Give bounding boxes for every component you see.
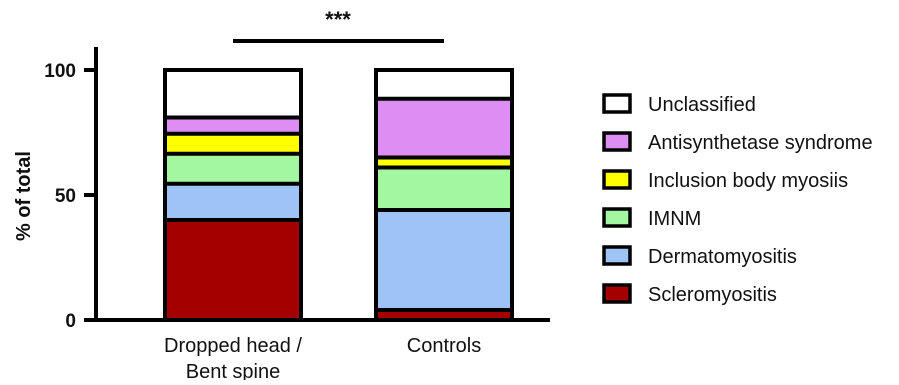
y-tick-label: 100 bbox=[44, 61, 76, 82]
bar-segment-imnm bbox=[376, 167, 512, 210]
legend-swatch bbox=[602, 283, 632, 304]
bar-segment-dermatomyositis bbox=[376, 210, 512, 310]
bar-segment-unclassified bbox=[165, 70, 301, 118]
bar-outline bbox=[163, 68, 303, 322]
x-category-label: Controls bbox=[407, 335, 481, 357]
bar-segment-dermatomyositis bbox=[165, 183, 301, 220]
x-category-label-line: Dropped head / bbox=[164, 335, 302, 357]
legend-swatch bbox=[602, 93, 632, 114]
y-axis-title: % of total bbox=[13, 151, 35, 241]
bar-outline bbox=[374, 68, 514, 322]
legend-label: Scleromyositis bbox=[648, 284, 777, 306]
legend-label: Unclassified bbox=[648, 94, 756, 116]
legend-swatch bbox=[602, 245, 632, 266]
legend-label: Antisynthetase syndrome bbox=[648, 132, 873, 154]
y-tick-label: 0 bbox=[65, 311, 76, 332]
y-tick-label: 50 bbox=[55, 186, 76, 207]
bar-segment-inclusion-body-myosiis bbox=[376, 157, 512, 168]
legend-swatch bbox=[602, 207, 632, 228]
bar-segment-antisynthetase-syndrome bbox=[376, 98, 512, 158]
bar-segment-imnm bbox=[165, 153, 301, 184]
legend-label: Dermatomyositis bbox=[648, 246, 797, 268]
x-category-label: Dropped head / Bent spine bbox=[164, 335, 302, 380]
significance-marker: *** bbox=[325, 7, 351, 32]
legend-swatch bbox=[602, 169, 632, 190]
bar-segment-scleromyositis bbox=[376, 310, 512, 320]
x-category-label-line: Bent spine bbox=[186, 361, 281, 380]
legend-label: Inclusion body myosiis bbox=[648, 170, 848, 192]
x-category-label-line: Controls bbox=[407, 335, 481, 357]
legend-swatch bbox=[602, 131, 632, 152]
bar-segment-antisynthetase-syndrome bbox=[165, 117, 301, 134]
bar-segment-unclassified bbox=[376, 70, 512, 99]
legend-label: IMNM bbox=[648, 208, 701, 230]
bar-segment-scleromyositis bbox=[165, 220, 301, 320]
bar-segment-inclusion-body-myosiis bbox=[165, 133, 301, 154]
